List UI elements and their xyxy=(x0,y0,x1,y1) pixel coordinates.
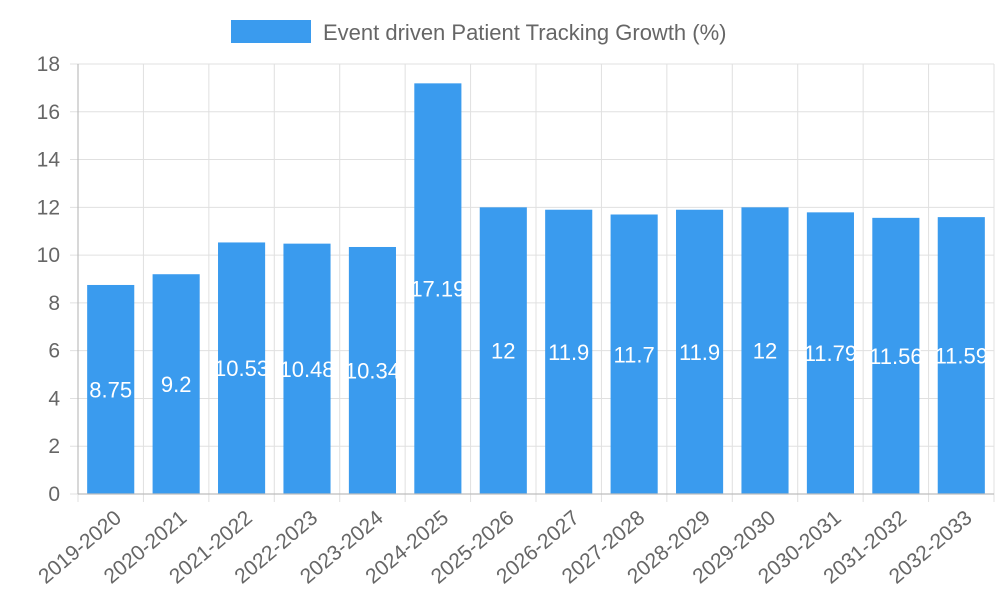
bar[interactable] xyxy=(610,214,658,495)
bar[interactable] xyxy=(218,242,266,494)
y-tick-label: 14 xyxy=(37,149,61,172)
legend[interactable]: Event driven Patient Tracking Growth (%) xyxy=(231,20,727,45)
y-tick-label: 16 xyxy=(37,101,60,124)
y-tick-label: 10 xyxy=(37,244,60,267)
bar-value-label: 8.75 xyxy=(89,377,132,402)
bar-value-label: 11.79 xyxy=(804,341,857,366)
bar-value-label: 11.56 xyxy=(869,344,922,369)
bar[interactable] xyxy=(283,243,331,494)
gridlines xyxy=(70,63,995,502)
y-tick-label: 12 xyxy=(37,196,60,219)
bar-value-label: 10.53 xyxy=(214,356,269,381)
bar-value-label: 9.2 xyxy=(161,372,192,397)
bar-value-label: 11.9 xyxy=(679,340,720,365)
y-tick-label: 18 xyxy=(37,53,60,76)
bar[interactable] xyxy=(152,274,200,494)
bar[interactable] xyxy=(414,83,462,494)
bar[interactable] xyxy=(937,217,985,494)
data-labels: 8.75 9.2 10.53 10.48 10.34 17.19 12 11.9 11.7 11.… xyxy=(89,277,988,403)
y-tick-label: 4 xyxy=(48,387,60,410)
y-tick-label: 6 xyxy=(48,340,60,363)
bar[interactable] xyxy=(741,207,789,495)
bar-value-label: 11.9 xyxy=(548,340,589,365)
bar-value-label: 11.59 xyxy=(935,344,988,369)
bar-value-label: 12 xyxy=(491,339,515,364)
bars xyxy=(87,83,985,495)
bar[interactable] xyxy=(348,246,396,494)
y-tick-label: 2 xyxy=(48,435,60,458)
bar[interactable] xyxy=(545,209,593,494)
bar[interactable] xyxy=(676,209,724,494)
legend-label: Event driven Patient Tracking Growth (%) xyxy=(323,20,727,45)
bar[interactable] xyxy=(479,207,527,495)
y-tick-label: 8 xyxy=(48,292,60,315)
y-tick-label: 0 xyxy=(48,483,60,506)
bar-value-label: 12 xyxy=(753,339,777,364)
bar-value-label: 17.19 xyxy=(410,277,465,302)
bar[interactable] xyxy=(87,284,135,494)
legend-swatch xyxy=(231,20,311,43)
bar-value-label: 11.7 xyxy=(614,342,655,367)
bar-value-label: 10.48 xyxy=(279,357,334,382)
bar-value-label: 10.34 xyxy=(345,358,400,383)
bar[interactable] xyxy=(806,212,854,494)
bar[interactable] xyxy=(872,217,920,494)
